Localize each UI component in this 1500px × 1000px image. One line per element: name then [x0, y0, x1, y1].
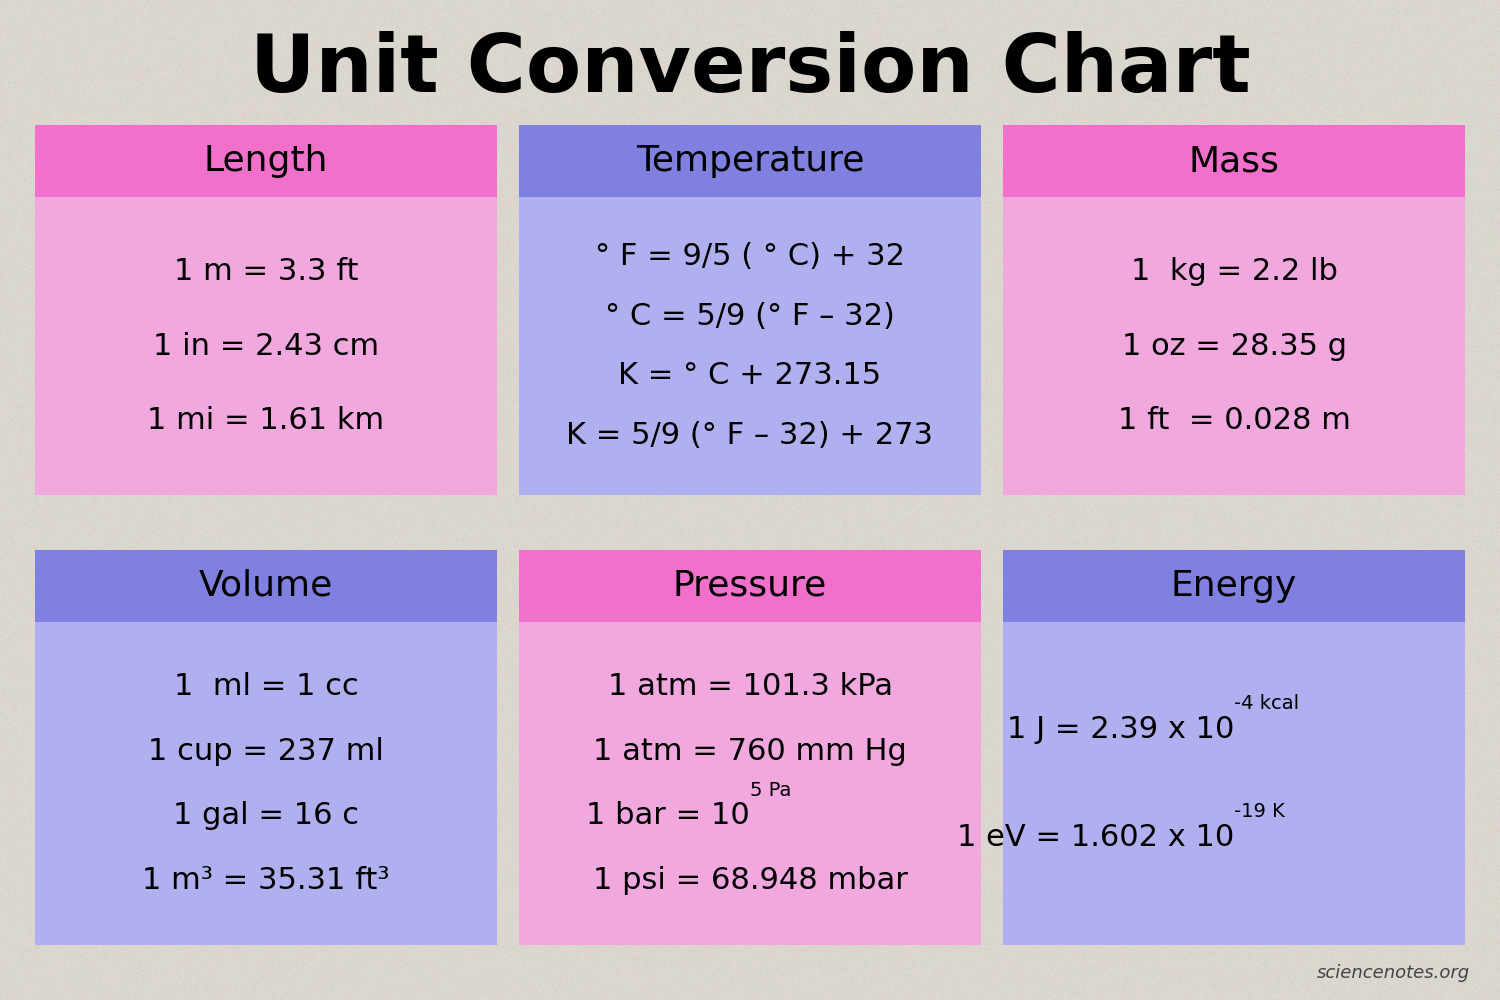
Text: Length: Length: [204, 144, 328, 178]
Bar: [1004, 125, 1466, 197]
Text: 1 mi = 1.61 km: 1 mi = 1.61 km: [147, 406, 384, 435]
Bar: [34, 550, 496, 622]
Bar: [519, 550, 981, 622]
Text: 1  ml = 1 cc: 1 ml = 1 cc: [174, 672, 358, 701]
Text: Volume: Volume: [200, 569, 333, 603]
Text: 1 gal = 16 c: 1 gal = 16 c: [172, 801, 358, 830]
Text: 1 atm = 760 mm Hg: 1 atm = 760 mm Hg: [592, 737, 908, 766]
Bar: [34, 197, 496, 495]
Text: 1 cup = 237 ml: 1 cup = 237 ml: [148, 737, 384, 766]
Bar: [1004, 197, 1466, 495]
Text: K = ° C + 273.15: K = ° C + 273.15: [618, 361, 882, 390]
Text: Mass: Mass: [1188, 144, 1280, 178]
Text: 1 psi = 68.948 mbar: 1 psi = 68.948 mbar: [592, 866, 908, 895]
Bar: [519, 125, 981, 197]
Text: ° F = 9/5 ( ° C) + 32: ° F = 9/5 ( ° C) + 32: [596, 242, 904, 271]
Bar: [34, 125, 496, 197]
Text: 1 m = 3.3 ft: 1 m = 3.3 ft: [174, 257, 358, 286]
Text: 1  kg = 2.2 lb: 1 kg = 2.2 lb: [1131, 257, 1338, 286]
Text: ° C = 5/9 (° F – 32): ° C = 5/9 (° F – 32): [604, 302, 896, 331]
Text: Pressure: Pressure: [674, 569, 826, 603]
Text: 1 in = 2.43 cm: 1 in = 2.43 cm: [153, 332, 380, 361]
Text: Unit Conversion Chart: Unit Conversion Chart: [249, 31, 1251, 109]
Bar: [519, 622, 981, 945]
Bar: [34, 622, 496, 945]
Bar: [519, 197, 981, 495]
Text: -19 K: -19 K: [1234, 802, 1284, 821]
Text: 1 J = 2.39 x 10: 1 J = 2.39 x 10: [1007, 715, 1234, 744]
Text: 1 eV = 1.602 x 10: 1 eV = 1.602 x 10: [957, 823, 1234, 852]
Text: -4 kcal: -4 kcal: [1234, 694, 1299, 713]
Text: Energy: Energy: [1172, 569, 1298, 603]
Text: 5 Pa: 5 Pa: [750, 781, 792, 800]
Text: K = 5/9 (° F – 32) + 273: K = 5/9 (° F – 32) + 273: [567, 421, 933, 450]
Text: 1 ft  = 0.028 m: 1 ft = 0.028 m: [1118, 406, 1350, 435]
Text: sciencenotes.org: sciencenotes.org: [1317, 964, 1470, 982]
Text: 1 bar = 10: 1 bar = 10: [586, 801, 750, 830]
Text: 1 m³ = 35.31 ft³: 1 m³ = 35.31 ft³: [142, 866, 390, 895]
Text: 1 oz = 28.35 g: 1 oz = 28.35 g: [1122, 332, 1347, 361]
Text: Temperature: Temperature: [636, 144, 864, 178]
Bar: [1004, 550, 1466, 622]
Text: 1 atm = 101.3 kPa: 1 atm = 101.3 kPa: [608, 672, 892, 701]
Bar: [1004, 622, 1466, 945]
